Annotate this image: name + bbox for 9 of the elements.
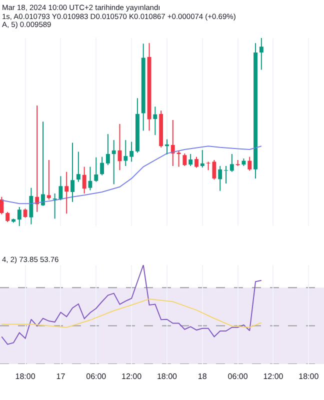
x-tick-label: 06:00 xyxy=(228,372,248,381)
x-tick-label: 18 xyxy=(198,372,208,381)
x-tick-label: 17 xyxy=(56,372,66,381)
x-tick-label: 06:00 xyxy=(86,372,107,381)
x-tick-label: 12:00 xyxy=(122,372,142,381)
x-tick-label: 18:00 xyxy=(156,372,178,381)
x-tick-label: 18:00 xyxy=(15,372,36,381)
x-tick-label: 18:00 xyxy=(298,372,320,381)
x-tick-label: 12:00 xyxy=(263,372,284,381)
